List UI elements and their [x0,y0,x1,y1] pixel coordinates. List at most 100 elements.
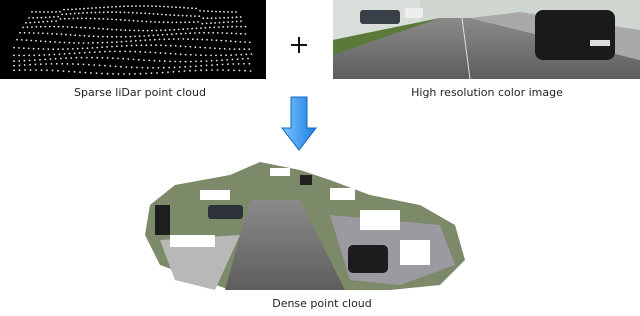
lidar-point [204,26,207,29]
lidar-point [237,63,240,65]
lidar-point [171,6,173,8]
lidar-point [149,39,151,41]
lidar-point [179,6,181,9]
lidar-point [19,31,21,34]
lidar-point [120,45,123,47]
lidar-point [194,69,197,72]
lidar-point [124,19,126,22]
lidar-point [248,41,251,44]
lidar-point [194,46,197,48]
lidar-point [210,17,213,20]
lidar-point [214,22,217,24]
lidar-point [29,63,31,66]
lidar-point [120,65,122,68]
lidar-point [189,60,192,63]
lidar-point [115,18,118,21]
lidar-point [137,29,140,32]
lidar-point [198,32,201,34]
lidar-point [85,17,88,20]
lidar-point [28,59,31,62]
lidar-point [145,44,148,47]
lidar-point [156,72,158,74]
lidar-point [101,41,104,44]
lidar-point [97,27,100,30]
lidar-point [67,8,69,11]
lidar-point [26,26,29,29]
lidar-point [96,41,99,44]
lidar-point [67,48,69,50]
lidar-point [107,6,109,8]
lidar-point [62,25,64,28]
lidar-point [22,26,24,29]
lidar-point [130,40,132,42]
lidar-point [78,52,81,54]
lidar-point [227,69,230,71]
lidar-point [91,56,93,59]
lidar-point [86,11,88,14]
lidar-point [35,11,37,13]
lidar-point [13,54,15,57]
lidar-points [13,5,253,75]
lidar-point [184,65,187,68]
lidar-point [101,56,104,59]
lidar-point [98,50,101,53]
lidar-point [161,71,164,74]
lidar-point [61,13,64,16]
lidar-point [63,8,65,11]
lidar-point [239,41,242,43]
lidar-point [104,64,106,67]
lidar-point [215,59,218,62]
lidar-point [234,40,237,43]
lidar-point [231,11,233,13]
lidar-point [32,47,35,50]
lidar-point [146,66,149,69]
lidar-point [122,57,125,60]
lidar-point [144,51,147,53]
lidar-point [147,5,149,7]
lidar-point [225,40,227,42]
lidar-point [25,22,27,24]
lidar-point [185,14,188,17]
lidar-point [183,6,185,9]
lidar-point [143,59,145,61]
lidar-point [144,39,147,42]
lidar-point [63,17,66,20]
lidar-point [173,66,176,69]
lidar-point [129,35,132,38]
lidar-point [250,53,253,55]
lidar-point [225,54,228,57]
lidar-point [32,32,35,34]
lidar-point [84,26,87,29]
lidar-point [162,21,165,24]
lidar-point [40,16,43,19]
lidar-point [206,17,209,20]
lidar-point [150,44,153,47]
lidar-point [28,32,31,34]
lidar-point [157,66,160,69]
lidar-point [170,33,173,36]
lidar-point [214,47,216,50]
lidar-point [44,25,47,28]
lidar-point [50,20,53,23]
lidar-point [154,51,157,54]
lidar-point [114,65,117,68]
lidar-point [78,34,81,37]
lidar-point [29,21,32,24]
lidar-point [178,70,180,73]
lidar-point [66,26,69,28]
lidar-point [145,20,148,23]
lidar-point [195,27,198,30]
lidar-point [55,62,58,65]
lidar-point [189,32,192,35]
lidar-point [43,54,46,56]
lidar-point [196,38,199,41]
lidar-point [55,33,58,35]
lidar-point [76,17,79,20]
lidar-point [119,11,122,14]
lidar-point [75,8,77,11]
lidar-point [166,33,169,36]
lidar-point [36,16,39,19]
lidar-point [80,26,82,29]
lidar-point [50,63,53,65]
lidar-point [247,57,249,60]
